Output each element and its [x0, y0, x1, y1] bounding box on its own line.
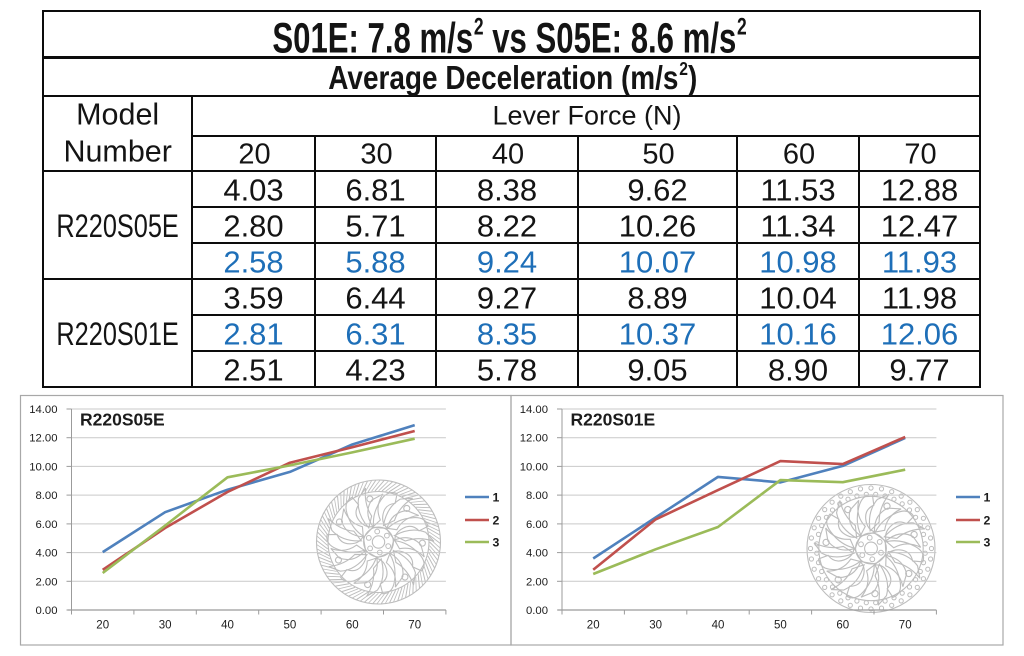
svg-text:2.00: 2.00: [36, 576, 58, 588]
svg-text:14.00: 14.00: [520, 404, 548, 416]
svg-text:2: 2: [984, 513, 991, 527]
svg-text:1: 1: [984, 490, 991, 504]
svg-text:8.00: 8.00: [36, 490, 58, 502]
svg-text:6.00: 6.00: [36, 519, 58, 531]
svg-text:30: 30: [159, 620, 172, 632]
svg-text:40: 40: [712, 620, 725, 632]
svg-text:4.00: 4.00: [36, 548, 58, 560]
svg-text:20: 20: [96, 620, 109, 632]
svg-text:1: 1: [493, 490, 500, 504]
svg-text:30: 30: [649, 620, 662, 632]
svg-text:3: 3: [984, 535, 991, 549]
svg-text:20: 20: [587, 620, 600, 632]
svg-text:2: 2: [493, 513, 500, 527]
svg-text:10.00: 10.00: [29, 461, 57, 473]
svg-text:50: 50: [284, 620, 297, 632]
svg-text:6.00: 6.00: [526, 519, 548, 531]
svg-text:60: 60: [836, 620, 849, 632]
svg-text:2.00: 2.00: [526, 576, 548, 588]
svg-text:14.00: 14.00: [29, 404, 57, 416]
svg-text:3: 3: [493, 535, 500, 549]
svg-text:0.00: 0.00: [36, 605, 58, 617]
svg-text:0.00: 0.00: [526, 605, 548, 617]
svg-text:70: 70: [899, 620, 912, 632]
svg-text:4.00: 4.00: [526, 548, 548, 560]
svg-text:R220S05E: R220S05E: [80, 410, 165, 430]
svg-text:60: 60: [346, 620, 359, 632]
svg-text:12.00: 12.00: [29, 433, 57, 445]
svg-text:10.00: 10.00: [520, 461, 548, 473]
svg-text:50: 50: [774, 620, 787, 632]
svg-text:8.00: 8.00: [526, 490, 548, 502]
svg-text:70: 70: [408, 620, 421, 632]
svg-text:12.00: 12.00: [520, 433, 548, 445]
svg-text:40: 40: [221, 620, 234, 632]
svg-text:R220S01E: R220S01E: [571, 410, 656, 430]
